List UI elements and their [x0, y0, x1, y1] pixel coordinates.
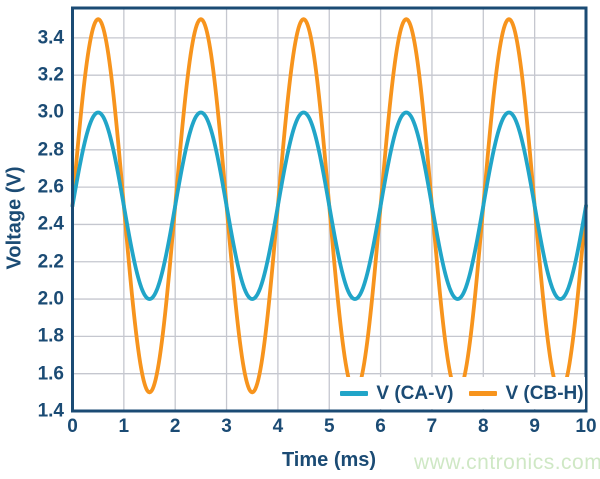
- x-tick-label: 0: [67, 416, 78, 437]
- y-axis-title: Voltage (V): [3, 166, 26, 270]
- y-tick-label: 1.4: [37, 400, 64, 422]
- y-tick-label: 1.6: [37, 363, 64, 385]
- y-tick-label: 2.4: [37, 213, 64, 235]
- legend-label-cb-h: V (CB-H): [505, 382, 584, 404]
- legend-swatch-cb-h: [469, 390, 498, 396]
- x-tick-label: 8: [478, 416, 489, 437]
- x-tick-label: 9: [529, 416, 540, 437]
- series-curve-0: [70, 110, 588, 301]
- legend: V (CA-V) V (CB-H): [339, 377, 585, 409]
- legend-swatch-ca-v: [340, 390, 369, 396]
- y-tick-label: 2.0: [37, 288, 64, 310]
- watermark-text: www.cntronics.com: [414, 451, 600, 474]
- x-tick-label: 3: [221, 416, 232, 437]
- y-tick-label: 3.4: [37, 27, 64, 49]
- x-tick-label: 7: [426, 416, 438, 437]
- x-tick-label: 1: [118, 416, 130, 437]
- x-axis-title: Time (ms): [281, 449, 377, 471]
- y-tick-label: 2.8: [37, 139, 64, 161]
- plot-frame: [71, 6, 588, 413]
- x-tick-label: 5: [323, 416, 335, 437]
- y-tick-label: 3.2: [37, 64, 64, 86]
- y-tick-label: 3.0: [37, 101, 64, 123]
- y-tick-label: 1.8: [37, 325, 64, 347]
- y-tick-label: 2.2: [37, 251, 64, 273]
- x-tick-label: 10: [575, 416, 597, 437]
- x-tick-label: 2: [169, 416, 181, 437]
- legend-label-ca-v: V (CA-V): [376, 382, 454, 404]
- x-tick-label: 6: [375, 416, 386, 437]
- x-tick-label: 4: [272, 416, 284, 437]
- y-tick-label: 2.6: [37, 176, 64, 198]
